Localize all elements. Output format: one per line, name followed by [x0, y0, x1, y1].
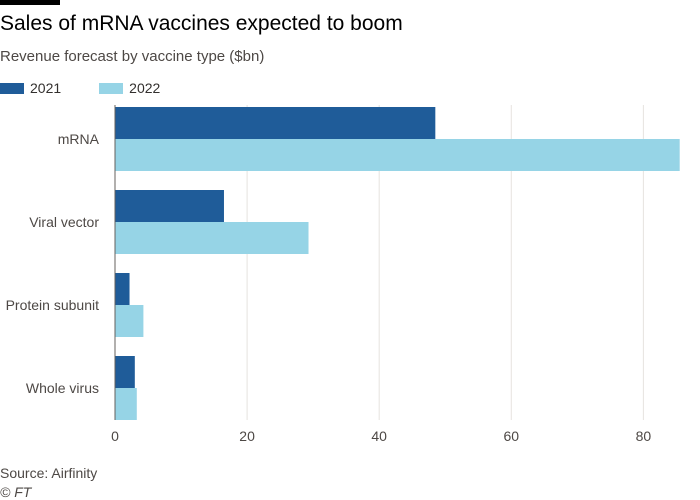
x-tick-label-40: 40	[371, 428, 387, 444]
legend-item-2021: 2021	[0, 80, 61, 96]
x-tick-label-60: 60	[503, 428, 519, 444]
legend-swatch-2021	[0, 82, 24, 94]
category-label-protein-subunit: Protein subunit	[6, 297, 100, 313]
bar-whole-virus-2021	[115, 356, 135, 388]
legend: 2021 2022	[0, 80, 198, 96]
bar-mrna-2022	[115, 139, 680, 171]
category-label-mrna: mRNA	[58, 131, 100, 147]
x-tick-label-20: 20	[239, 428, 255, 444]
source-note: Source: Airfinity	[0, 465, 98, 481]
chart-subtitle: Revenue forecast by vaccine type ($bn)	[0, 48, 265, 65]
legend-item-2022: 2022	[99, 80, 160, 96]
category-label-viral-vector: Viral vector	[29, 214, 99, 230]
bar-viral-vector-2022	[115, 222, 309, 254]
legend-swatch-2022	[99, 82, 124, 94]
category-label-whole-virus: Whole virus	[26, 380, 99, 396]
x-tick-label-80: 80	[636, 428, 652, 444]
bar-protein-subunit-2022	[115, 305, 144, 337]
bar-chart: 0 20 40 60 80 mRNA Viral vector Protein subunit…	[6, 105, 680, 444]
bar-whole-virus-2022	[115, 388, 137, 420]
bar-mrna-2021	[115, 107, 436, 139]
x-tick-label-0: 0	[111, 428, 119, 444]
bar-protein-subunit-2021	[115, 273, 130, 305]
top-rule	[0, 0, 60, 5]
bar-viral-vector-2021	[115, 190, 224, 222]
legend-label-2022: 2022	[129, 80, 161, 96]
copyright-credit: © FT	[0, 484, 32, 500]
legend-label-2021: 2021	[30, 80, 62, 96]
chart-title: Sales of mRNA vaccines expected to boom	[0, 12, 403, 35]
